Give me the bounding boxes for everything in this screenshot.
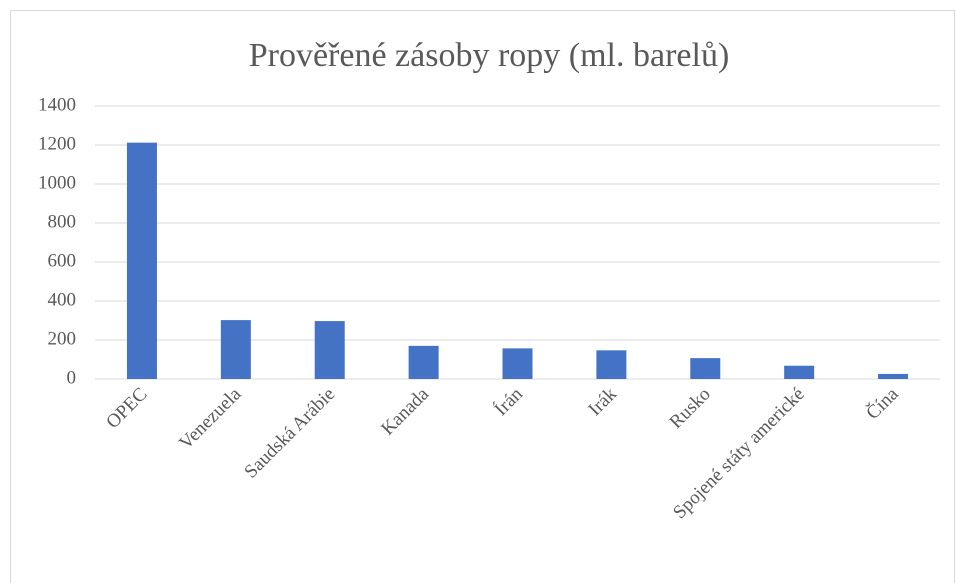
bar — [690, 358, 721, 379]
y-tick-label: 0 — [67, 367, 77, 388]
bar — [314, 321, 345, 379]
y-tick-label: 600 — [48, 250, 77, 271]
y-tick-label: 1200 — [38, 133, 76, 154]
y-tick-label: 200 — [48, 328, 77, 349]
bar — [408, 345, 439, 379]
bar — [220, 320, 251, 379]
bar — [784, 365, 815, 379]
y-tick-label: 1000 — [38, 172, 76, 193]
bar — [596, 350, 627, 379]
bar — [502, 348, 533, 379]
bar — [126, 142, 157, 379]
y-tick-label: 400 — [48, 289, 77, 310]
bar — [878, 373, 909, 379]
y-tick-label: 1400 — [38, 94, 76, 115]
y-tick-label: 800 — [48, 211, 77, 232]
chart-title: Prověřené zásoby ropy (ml. barelů) — [249, 37, 730, 74]
